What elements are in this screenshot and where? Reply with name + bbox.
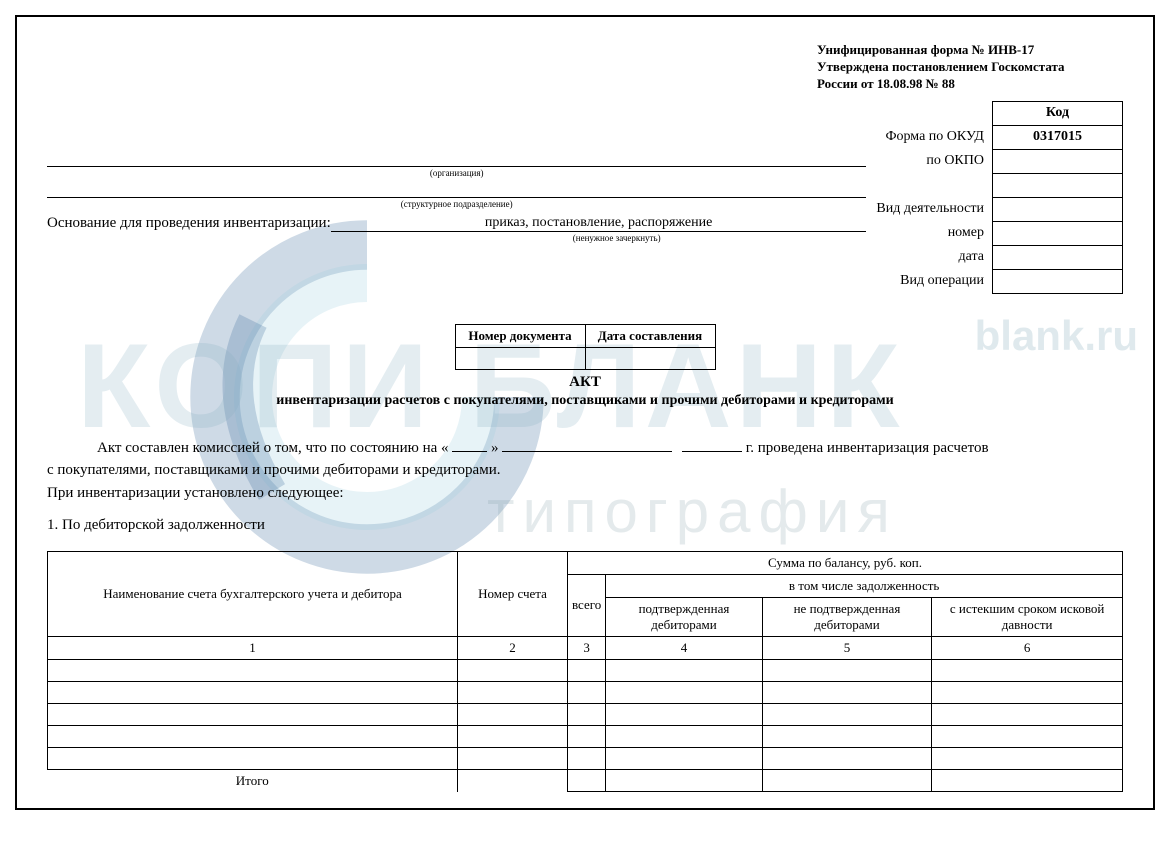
colnum-4: 4 [606, 636, 762, 659]
blank-cell-1 [993, 173, 1123, 197]
th-total: всего [568, 574, 606, 636]
body-p1c: г. проведена инвентаризация расчетов [746, 440, 989, 456]
itogo-blank [458, 769, 568, 792]
itogo-c5 [762, 769, 932, 792]
form-header-line3: России от 18.08.98 № 88 [817, 76, 1123, 93]
code-header: Код [993, 101, 1123, 125]
form-header-line2: Утверждена постановлением Госкомстата [817, 59, 1123, 76]
date-year-blank [682, 438, 742, 452]
body-p2: с покупателями, поставщиками и прочими д… [47, 459, 1123, 482]
operation-value [993, 269, 1123, 293]
doc-date-value [585, 347, 715, 369]
table-row [48, 659, 1123, 681]
code-labels: Форма по ОКУД по ОКПО Вид деятельности н… [876, 101, 992, 293]
itogo-c4 [606, 769, 762, 792]
okud-label: Форма по ОКУД [876, 125, 984, 149]
th-acct: Номер счета [458, 551, 568, 636]
th-conf: подтвержденная дебиторами [606, 597, 762, 636]
date-month-blank [502, 438, 672, 452]
th-expired: с истекшим сроком исковой давности [932, 597, 1123, 636]
colnum-3: 3 [568, 636, 606, 659]
colnum-6: 6 [932, 636, 1123, 659]
table-row [48, 703, 1123, 725]
itogo-label: Итого [48, 769, 458, 792]
number-label: номер [876, 221, 984, 245]
itogo-c6 [932, 769, 1123, 792]
th-unconf: не подтвержденная дебиторами [762, 597, 932, 636]
th-sum: Сумма по балансу, руб. коп. [568, 551, 1123, 574]
form-header-line1: Унифицированная форма № ИНВ-17 [817, 42, 1123, 59]
doc-date-label: Дата составления [585, 324, 715, 347]
subdiv-line [47, 180, 866, 198]
th-name: Наименование счета бухгалтерского учета … [48, 551, 458, 636]
operation-label: Вид операции [876, 269, 984, 293]
table-row [48, 725, 1123, 747]
body-p3: При инвентаризации установлено следующее… [47, 482, 1123, 505]
akt-title: АКТ [47, 374, 1123, 391]
body-p1a: Акт составлен комиссией о том, что по со… [97, 440, 449, 456]
strike-caption: (ненужное зачеркнуть) [367, 233, 866, 243]
itogo-c3 [568, 769, 606, 792]
body-text: Акт составлен комиссией о том, что по со… [47, 437, 1123, 537]
form-header: Унифицированная форма № ИНВ-17 Утвержден… [817, 42, 1123, 93]
basis-label: Основание для проведения инвентаризации: [47, 215, 331, 232]
table-row [48, 681, 1123, 703]
basis-value: приказ, постановление, распоряжение [331, 215, 867, 232]
org-caption: (организация) [47, 168, 866, 178]
date-value [993, 245, 1123, 269]
colnum-2: 2 [458, 636, 568, 659]
okud-value: 0317015 [993, 125, 1123, 149]
date-day-blank [452, 438, 487, 452]
th-incl: в том числе задолженность [606, 574, 1123, 597]
subdiv-caption: (структурное подразделение) [47, 199, 866, 209]
org-line [47, 149, 866, 167]
debtor-table: Наименование счета бухгалтерского учета … [47, 551, 1123, 793]
table-row [48, 747, 1123, 769]
doc-num-label: Номер документа [455, 324, 585, 347]
doc-num-value [455, 347, 585, 369]
code-table: Код 0317015 [992, 101, 1123, 294]
doc-meta-table: Номер документа Дата составления [455, 324, 716, 370]
akt-subtitle: инвентаризации расчетов с покупателями, … [47, 393, 1123, 409]
body-p1b: » [491, 440, 499, 456]
activity-label: Вид деятельности [876, 197, 984, 221]
number-value [993, 221, 1123, 245]
okpo-label: по ОКПО [876, 149, 984, 173]
section-1-heading: 1. По дебиторской задолженности [47, 514, 1123, 537]
okpo-value [993, 149, 1123, 173]
date-label: дата [876, 245, 984, 269]
activity-value [993, 197, 1123, 221]
colnum-1: 1 [48, 636, 458, 659]
colnum-5: 5 [762, 636, 932, 659]
